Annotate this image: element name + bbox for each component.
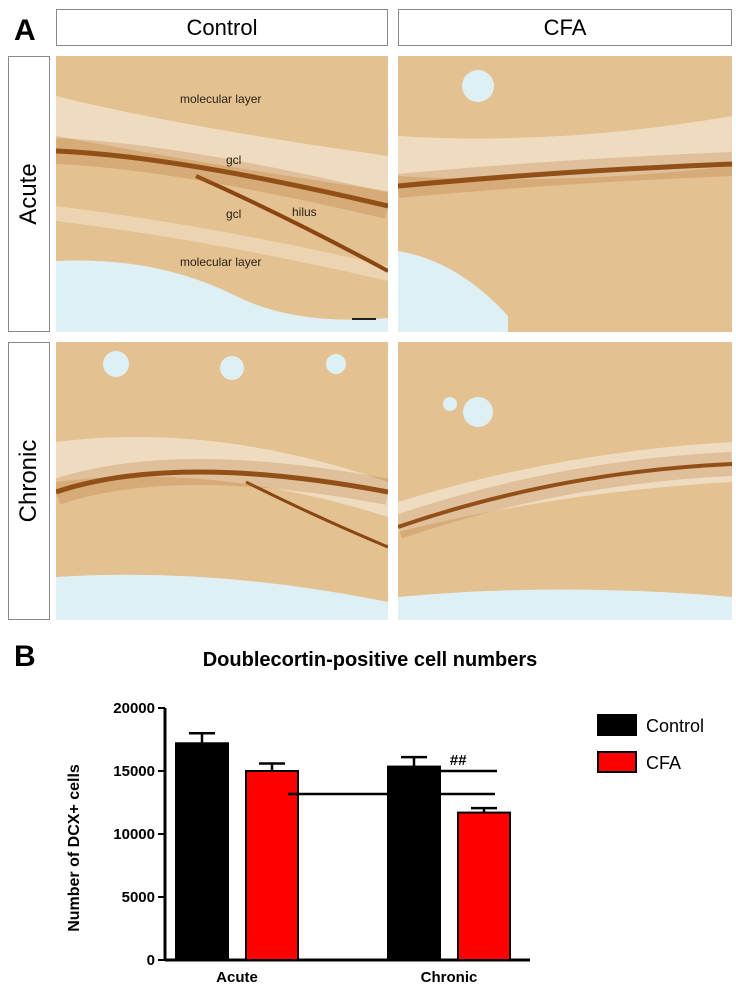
panel-b-letter: B [14, 640, 36, 673]
annotation-molecular-layer-bottom: molecular layer [180, 255, 261, 269]
x-tick-label-1: Chronic [421, 969, 478, 986]
annotation-molecular-layer-top: molecular layer [180, 92, 261, 106]
bar-acute-cfa [245, 770, 299, 961]
column-header-control: Control [56, 9, 388, 46]
micrograph-chronic-control [56, 342, 388, 620]
legend: Control CFA [597, 714, 704, 773]
row-header-acute: Acute [8, 56, 50, 332]
annotation-gcl-lower: gcl [226, 207, 241, 221]
plot-area: 0 5000 10000 15000 20000 Acute Chronic [113, 700, 530, 986]
column-header-cfa-label: CFA [543, 14, 587, 40]
row-header-acute-label: Acute [15, 163, 42, 225]
y-tick-label-2: 10000 [113, 826, 155, 843]
y-tick-label-0: 0 [147, 952, 155, 969]
significance-hash-label: ## [450, 752, 467, 769]
y-tick-label-1: 5000 [122, 889, 155, 906]
chart-title: Doublecortin-positive cell numbers [203, 649, 538, 671]
legend-swatch-control [597, 714, 637, 736]
legend-swatch-cfa [597, 751, 637, 773]
bar-chronic-control [387, 765, 441, 961]
bar-chronic-cfa [457, 811, 511, 961]
micrograph-chronic-cfa [398, 342, 732, 620]
y-tick-label-3: 15000 [113, 763, 155, 780]
dcx-bar-chart: Doublecortin-positive cell numbers Numbe… [66, 649, 704, 986]
significance-markers: * ## [288, 752, 497, 796]
micrograph-acute-cfa [398, 56, 732, 332]
annotation-gcl-upper: gcl [226, 153, 241, 167]
column-header-control-label: Control [186, 14, 258, 40]
y-axis-title: Number of DCX+ cells [66, 764, 83, 932]
bar-acute-control [175, 742, 229, 961]
panel-a-letter: A [14, 14, 36, 47]
x-tick-label-0: Acute [216, 969, 258, 986]
y-tick-label-4: 20000 [113, 700, 155, 717]
significance-star-label: * [393, 779, 399, 796]
legend-label-cfa: CFA [646, 753, 681, 773]
column-header-cfa: CFA [398, 9, 732, 46]
micrograph-acute-control: molecular layer gcl gcl hilus molecular … [56, 56, 388, 332]
row-header-chronic: Chronic [8, 342, 50, 620]
annotation-hilus: hilus [292, 205, 317, 219]
legend-label-control: Control [646, 716, 704, 736]
row-header-chronic-label: Chronic [15, 439, 42, 523]
